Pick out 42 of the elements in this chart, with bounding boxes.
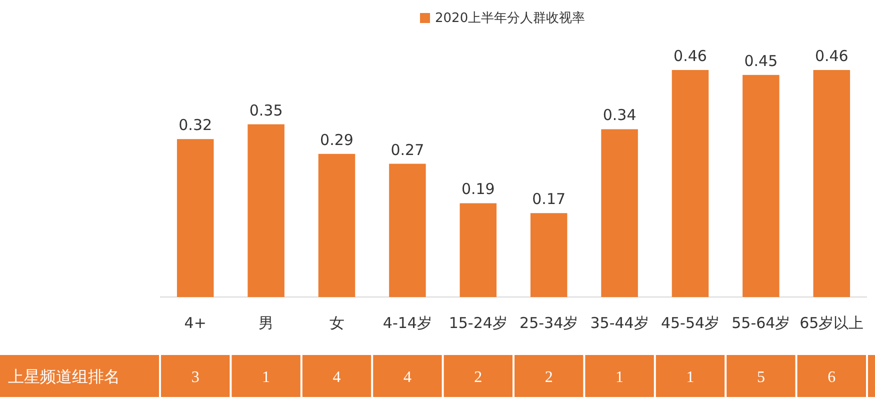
- data-label: 4: [403, 369, 412, 386]
- x-tick-label: 55-64岁: [732, 314, 790, 332]
- data-label: 0.19: [461, 180, 495, 198]
- bar: [389, 164, 426, 297]
- bar: [248, 124, 284, 297]
- bar: [318, 154, 356, 297]
- data-label: 0.17: [532, 190, 566, 208]
- data-label: 5: [756, 369, 765, 386]
- data-label: 0.34: [602, 106, 636, 124]
- x-tick-label: 65岁以上: [800, 314, 864, 332]
- data-label: 0.46: [674, 47, 707, 65]
- x-tick-label: 45-54岁: [660, 314, 720, 332]
- data-label: 0.45: [744, 52, 778, 70]
- bar: [601, 129, 638, 297]
- data-label: 1: [686, 369, 694, 386]
- data-label: 3: [191, 369, 200, 386]
- x-tick-label: 4-14岁: [382, 314, 432, 332]
- data-label: 1: [262, 369, 270, 386]
- x-tick-label: 女: [329, 314, 344, 332]
- bar: [672, 70, 709, 297]
- bar: [530, 213, 568, 297]
- data-label: 0.27: [390, 140, 424, 159]
- bar: [813, 70, 850, 297]
- data-label: 6: [828, 369, 836, 386]
- data-label: 2: [474, 369, 482, 386]
- data-label: 4: [332, 369, 341, 386]
- bar: [176, 139, 214, 297]
- data-label: 0.35: [249, 101, 283, 120]
- x-tick-label: 25-34岁: [520, 314, 578, 332]
- data-label: 2: [544, 369, 553, 386]
- legend-label: 2020上半年分人群收视率: [435, 10, 586, 26]
- data-label: 0.29: [320, 130, 354, 149]
- bar: [742, 74, 780, 297]
- text: 上星频道组排名: [8, 367, 120, 386]
- data-label: 0.32: [178, 116, 212, 134]
- x-tick-label: 35-44岁: [590, 314, 649, 332]
- x-tick-label: 15-24岁: [448, 314, 508, 332]
- data-label: 1: [616, 369, 624, 386]
- x-tick-label: 4+: [184, 314, 206, 332]
- bar: [460, 203, 497, 297]
- data-label: 0.46: [814, 47, 848, 65]
- x-tick-label: 男: [258, 314, 274, 332]
